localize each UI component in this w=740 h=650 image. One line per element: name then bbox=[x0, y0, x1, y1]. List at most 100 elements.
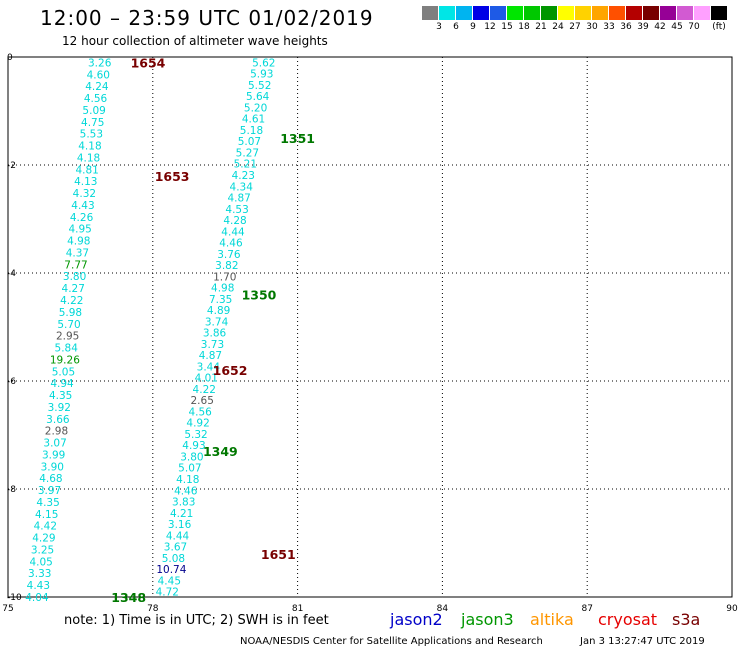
satellite-legend-item: s3a bbox=[672, 610, 701, 629]
color-swatch bbox=[677, 6, 694, 20]
wave-height-value: 4.04 bbox=[25, 592, 49, 604]
x-tick-label: 84 bbox=[437, 604, 449, 614]
pass-number-label: 1350 bbox=[242, 288, 277, 303]
wave-height-value: 4.92 bbox=[186, 418, 209, 430]
wave-height-value: 5.93 bbox=[250, 69, 273, 81]
color-scale-label: 9 bbox=[470, 22, 476, 32]
color-scale-label: 18 bbox=[518, 22, 530, 32]
color-swatch bbox=[592, 6, 609, 20]
color-scale-label: 24 bbox=[552, 22, 564, 32]
footnote: note: 1) Time is in UTC; 2) SWH is in fe… bbox=[64, 613, 329, 628]
color-swatch bbox=[558, 6, 575, 20]
color-scale-label: 39 bbox=[637, 22, 649, 32]
y-tick-label: -4 bbox=[7, 269, 16, 279]
wave-height-value: 4.89 bbox=[207, 305, 230, 317]
page-title: 12:00 – 23:59 UTC 01/02/2019 bbox=[40, 6, 374, 30]
wave-height-value: 3.66 bbox=[46, 414, 70, 426]
wave-height-value: 3.90 bbox=[41, 461, 64, 473]
color-scale-bar bbox=[422, 6, 728, 20]
color-scale-label: 21 bbox=[535, 22, 547, 32]
color-swatch bbox=[711, 6, 728, 20]
wave-height-value: 4.93 bbox=[182, 440, 205, 452]
wave-height-value: 5.52 bbox=[248, 80, 271, 92]
color-scale-label: 36 bbox=[620, 22, 632, 32]
wave-height-value: 4.15 bbox=[35, 509, 58, 521]
pass-number-label: 1654 bbox=[131, 55, 166, 70]
wave-height-value: 3.99 bbox=[42, 449, 65, 461]
wave-height-value: 3.74 bbox=[205, 316, 229, 328]
wave-height-value: 4.24 bbox=[85, 81, 109, 93]
plot-frame bbox=[7, 56, 733, 598]
wave-height-value: 4.32 bbox=[73, 188, 96, 200]
color-swatch bbox=[456, 6, 473, 20]
wave-height-value: 4.94 bbox=[50, 378, 74, 390]
y-tick-label: -10 bbox=[7, 593, 22, 603]
wave-height-value: 5.18 bbox=[240, 125, 263, 137]
wave-height-value: 7.77 bbox=[64, 259, 87, 271]
wave-height-value: 5.62 bbox=[252, 57, 275, 69]
wave-height-value: 19.26 bbox=[50, 354, 80, 366]
wave-height-value: 4.18 bbox=[77, 152, 100, 164]
wave-height-value: 2.65 bbox=[191, 395, 214, 407]
wave-height-value: 4.60 bbox=[87, 69, 110, 81]
pass-number-label: 1653 bbox=[155, 169, 190, 184]
color-scale-label: 3 bbox=[436, 22, 442, 32]
color-swatch bbox=[626, 6, 643, 20]
wave-height-value: 5.05 bbox=[52, 366, 75, 378]
wave-height-value: 4.46 bbox=[219, 238, 243, 250]
wave-height-value: 4.13 bbox=[74, 176, 97, 188]
wave-height-value: 3.86 bbox=[203, 328, 227, 340]
wave-height-value: 3.92 bbox=[48, 402, 71, 414]
wave-height-value: 5.70 bbox=[57, 319, 80, 331]
wave-height-value: 3.80 bbox=[180, 451, 203, 463]
wave-height-value: 4.37 bbox=[66, 247, 89, 259]
wave-height-value: 3.83 bbox=[172, 497, 195, 509]
color-swatch bbox=[490, 6, 507, 20]
color-scale-label: 70 bbox=[688, 22, 700, 32]
color-swatch bbox=[643, 6, 660, 20]
satellite-legend-item: jason2 bbox=[390, 610, 443, 629]
wave-height-value: 4.87 bbox=[199, 350, 222, 362]
color-swatch bbox=[575, 6, 592, 20]
color-swatch bbox=[524, 6, 541, 20]
wave-height-value: 5.20 bbox=[244, 102, 267, 114]
wave-height-value: 4.05 bbox=[29, 556, 52, 568]
wave-height-value: 4.23 bbox=[232, 170, 255, 182]
pass-number-label: 1349 bbox=[203, 444, 238, 459]
wave-height-value: 3.80 bbox=[63, 271, 86, 283]
wave-height-value: 3.16 bbox=[168, 519, 192, 531]
color-swatch bbox=[609, 6, 626, 20]
wave-height-value: 3.33 bbox=[28, 568, 51, 580]
wave-height-value: 4.29 bbox=[32, 533, 55, 545]
wave-height-value: 4.46 bbox=[174, 485, 198, 497]
pass-number-label: 1651 bbox=[261, 547, 296, 562]
wave-height-value: 4.53 bbox=[225, 204, 248, 216]
wave-height-value: 4.18 bbox=[176, 474, 199, 486]
color-scale-label: 30 bbox=[586, 22, 598, 32]
x-tick-label: 75 bbox=[2, 604, 13, 614]
y-tick-label: -2 bbox=[7, 161, 16, 171]
color-scale-label: 45 bbox=[671, 22, 683, 32]
wave-height-value: 5.64 bbox=[246, 91, 270, 103]
x-tick-label: 90 bbox=[726, 604, 738, 614]
wave-height-value: 4.01 bbox=[195, 373, 218, 385]
wave-height-value: 4.81 bbox=[75, 164, 98, 176]
color-scale-label: 27 bbox=[569, 22, 581, 32]
color-scale-label: 33 bbox=[603, 22, 615, 32]
wave-height-value: 5.32 bbox=[184, 429, 207, 441]
page-subtitle: 12 hour collection of altimeter wave hei… bbox=[62, 34, 328, 48]
color-swatch bbox=[694, 6, 711, 20]
x-tick-label: 81 bbox=[292, 604, 303, 614]
wave-height-value: 4.98 bbox=[211, 283, 234, 295]
wave-height-value: 4.44 bbox=[221, 226, 245, 238]
wave-height-value: 4.43 bbox=[71, 200, 94, 212]
color-swatch bbox=[541, 6, 558, 20]
color-swatch bbox=[422, 6, 439, 20]
pass-number-label: 1652 bbox=[213, 363, 248, 378]
y-tick-label: -6 bbox=[7, 377, 16, 387]
generation-timestamp: Jan 3 13:27:47 UTC 2019 bbox=[580, 636, 705, 647]
wave-height-value: 5.84 bbox=[55, 343, 79, 355]
color-swatch bbox=[473, 6, 490, 20]
wave-height-value: 4.68 bbox=[39, 473, 62, 485]
wave-height-value: 5.09 bbox=[82, 105, 105, 117]
